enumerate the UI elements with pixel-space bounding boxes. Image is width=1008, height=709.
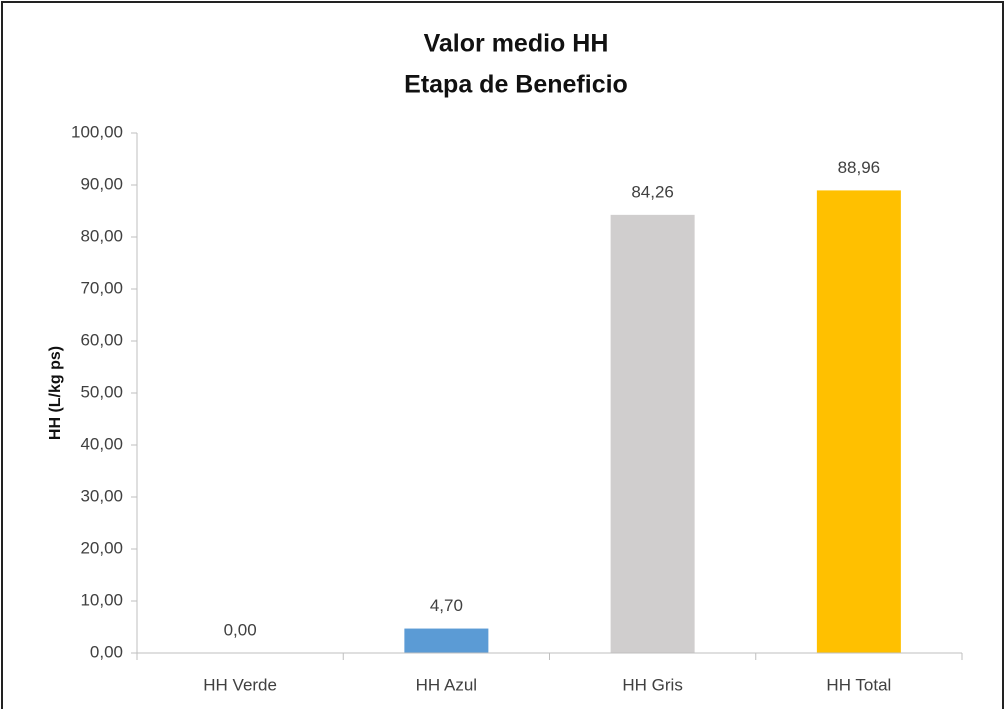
y-tick-label: 60,00 [80, 330, 123, 349]
y-tick-label: 90,00 [80, 174, 123, 193]
y-tick-label: 20,00 [80, 538, 123, 557]
y-tick-label: 80,00 [80, 226, 123, 245]
chart-subtitle: Etapa de Beneficio [404, 71, 628, 99]
y-tick-label: 70,00 [80, 278, 123, 297]
value-label: 0,00 [224, 620, 257, 639]
value-label: 88,96 [838, 158, 881, 177]
y-tick-label: 0,00 [90, 642, 123, 661]
y-tick-label: 50,00 [80, 382, 123, 401]
y-tick-label: 30,00 [80, 486, 123, 505]
chart-title: Valor medio HH [424, 30, 609, 58]
y-tick-label: 40,00 [80, 434, 123, 453]
bar [610, 214, 695, 653]
x-tick-label: HH Total [826, 675, 891, 694]
y-tick-label: 10,00 [80, 590, 123, 609]
x-tick-label: HH Azul [416, 675, 477, 694]
value-label: 4,70 [430, 596, 463, 615]
x-tick-label: HH Gris [622, 675, 682, 694]
bar [404, 628, 489, 653]
value-label: 84,26 [631, 182, 674, 201]
y-tick-label: 100,00 [71, 122, 123, 141]
x-tick-label: HH Verde [203, 675, 277, 694]
bar [816, 190, 901, 653]
y-axis-label: HH (L/kg ps) [47, 346, 64, 440]
